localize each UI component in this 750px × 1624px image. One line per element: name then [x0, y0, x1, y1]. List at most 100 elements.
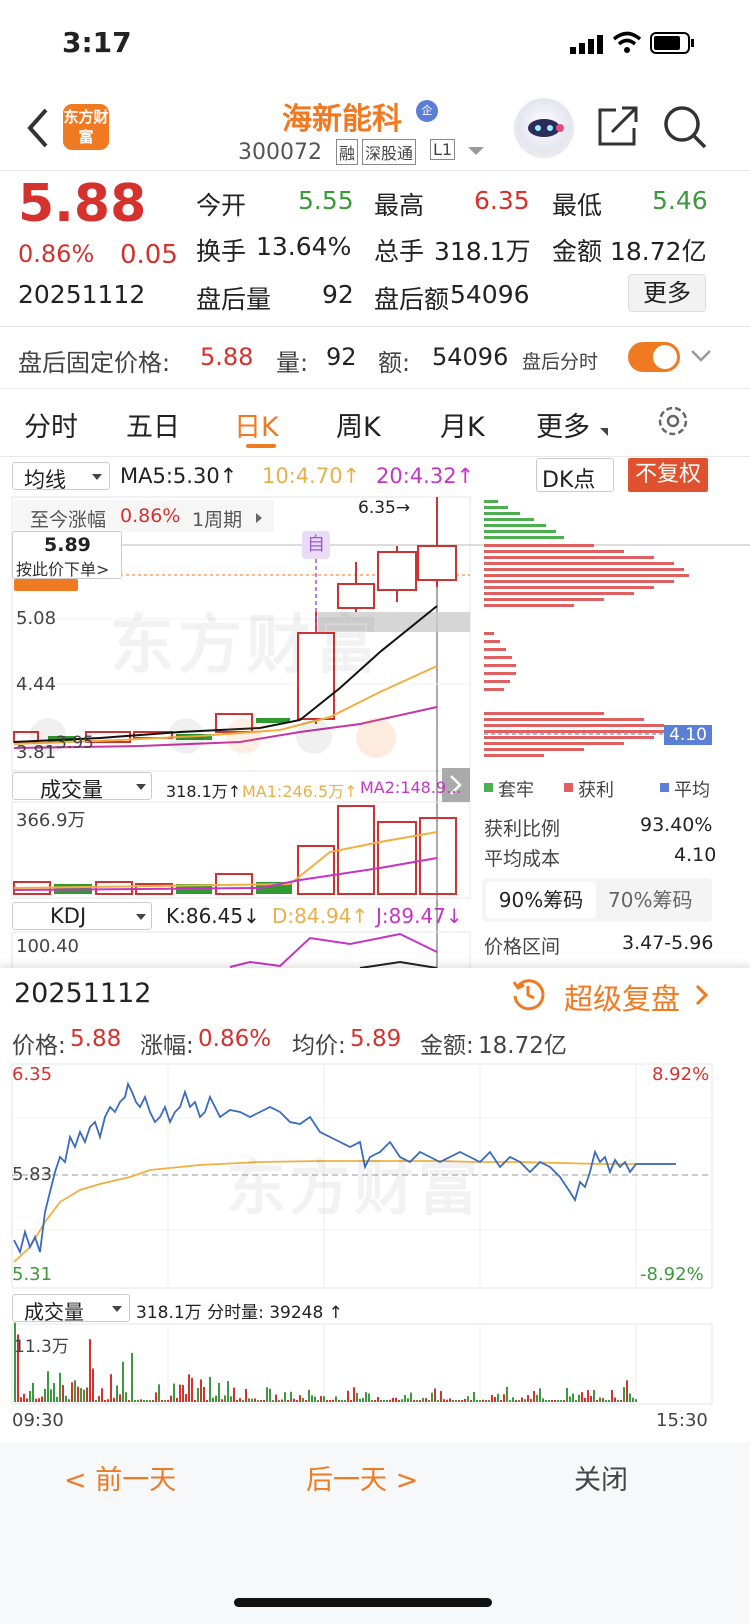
intraday-volume-max: 11.3万 [14, 1337, 69, 1357]
volume-bar [491, 1395, 493, 1402]
volume-bar [269, 1388, 271, 1402]
tooltip-order-text: 按此价下单> [16, 560, 110, 579]
move-left-icon[interactable] [226, 718, 262, 754]
volume-bar [398, 1399, 400, 1402]
volume-bar [314, 1396, 316, 1402]
value-open: 5.55 [298, 186, 354, 215]
chevron-down-icon[interactable] [690, 348, 712, 364]
tab-active-indicator [246, 444, 276, 448]
tab-weekly-k[interactable]: 周K [336, 412, 381, 443]
enterprise-badge: 企 [416, 100, 438, 122]
quote-date: 20251112 [18, 280, 146, 309]
stock-name: 海新能科 [282, 102, 402, 137]
tab-monthly-k[interactable]: 月K [440, 412, 485, 443]
volume-bar [113, 1397, 115, 1402]
share-icon[interactable] [596, 104, 640, 148]
volume-bar [320, 1396, 322, 1402]
value-amount: 18.72亿 [610, 237, 707, 266]
volume-bar [23, 1393, 25, 1402]
tab-intraday[interactable]: 分时 [24, 412, 78, 443]
volume-caret-icon [136, 784, 146, 790]
volume-bar [437, 1400, 439, 1402]
volume-bar [605, 1400, 607, 1402]
super-review-link[interactable]: 超级复盘 [564, 982, 681, 1016]
chip-tab-90[interactable]: 90%筹码 [486, 882, 596, 918]
dk-point-button[interactable] [536, 458, 614, 492]
tab-more[interactable]: 更多 [536, 412, 590, 443]
move-right-icon[interactable] [296, 718, 332, 754]
chip-legend-trapped: 套牢 [498, 780, 534, 801]
close-button[interactable]: 关闭 [574, 1465, 628, 1496]
after-hours-toggle[interactable] [628, 342, 680, 372]
kdj-caret-icon [136, 914, 146, 920]
zoom-in-icon[interactable] [168, 718, 204, 754]
volume-bar [620, 1400, 622, 1402]
volume-bar [38, 1398, 40, 1402]
volume-bar [350, 1400, 352, 1402]
dropdown-icon[interactable] [468, 147, 484, 155]
next-day-button[interactable]: 后一天 > [306, 1465, 419, 1496]
volume-bar [227, 1381, 229, 1402]
volume-bar [62, 1385, 64, 1402]
volume-bar [386, 1400, 388, 1402]
volume-bar [212, 1397, 214, 1402]
volume-selector[interactable] [12, 772, 152, 800]
volume-bar [365, 1392, 367, 1402]
volume-bar [359, 1398, 361, 1402]
value-low: 5.46 [652, 186, 708, 215]
chevron-right-icon[interactable] [694, 983, 710, 1007]
intraday-volume-selector[interactable] [12, 1294, 130, 1322]
volume-bar [347, 1390, 349, 1402]
volume-bar [293, 1398, 295, 1402]
after-vol-label: 量: [276, 349, 309, 377]
fullscreen-icon[interactable] [356, 718, 396, 758]
since-gain-value: 0.86% [120, 505, 181, 527]
volume-bar [203, 1386, 205, 1402]
intraday-volume-info: 318.1万 分时量: 39248 ↑ [136, 1303, 343, 1323]
volume-bar [26, 1398, 28, 1402]
volume-bar [404, 1395, 406, 1402]
more-button[interactable]: 更多 [628, 274, 706, 312]
volume-bar [371, 1400, 373, 1402]
volume-bar [137, 1399, 139, 1402]
volume-bar [608, 1400, 610, 1402]
volume-bar [509, 1399, 511, 1402]
review-chg: 0.86% [198, 1026, 272, 1052]
after-vol: 92 [326, 343, 357, 371]
ma-selector[interactable] [12, 462, 110, 490]
volume-bar [206, 1400, 208, 1402]
chip-range-label: 价格区间 [484, 936, 561, 958]
tab-daily-k[interactable]: 日K [234, 412, 279, 443]
search-icon[interactable] [662, 104, 708, 150]
prev-day-button[interactable]: < 前一天 [64, 1465, 177, 1496]
volume-bar [182, 1384, 184, 1402]
zoom-out-icon[interactable] [30, 718, 66, 754]
back-icon[interactable] [24, 106, 54, 150]
kline-chart[interactable] [0, 492, 750, 972]
settings-icon[interactable] [656, 404, 690, 438]
tab-5day[interactable]: 五日 [126, 412, 180, 443]
robot-assistant-icon[interactable] [514, 98, 574, 158]
volume-bar [440, 1391, 442, 1402]
volume-bar [581, 1392, 583, 1402]
chip-tab-70[interactable]: 70%筹码 [608, 888, 693, 912]
self-select-marker: 自 [302, 531, 330, 559]
no-adjust-button[interactable]: 不复权 [628, 458, 708, 492]
intraday-volume-caret-icon [112, 1306, 122, 1312]
low-marker: 3.95 [56, 733, 94, 753]
since-gain-box[interactable] [14, 500, 274, 532]
volume-bar [20, 1397, 22, 1402]
volume-bar [215, 1395, 217, 1402]
review-date: 20251112 [14, 978, 152, 1009]
volume-bar [89, 1339, 91, 1402]
axis-y1: 5.08 [16, 608, 57, 629]
volume-bar [533, 1391, 535, 1402]
volume-bar [626, 1380, 628, 1402]
label-high: 最高 [374, 191, 425, 220]
kdj-selector[interactable] [12, 902, 152, 930]
price-tooltip[interactable] [12, 531, 122, 579]
value-after-vol: 92 [322, 280, 354, 309]
intraday-volume-label: 成交量 [24, 1300, 84, 1324]
volume-bar [392, 1397, 394, 1402]
kdj-d: D:84.94↑ [272, 904, 369, 928]
